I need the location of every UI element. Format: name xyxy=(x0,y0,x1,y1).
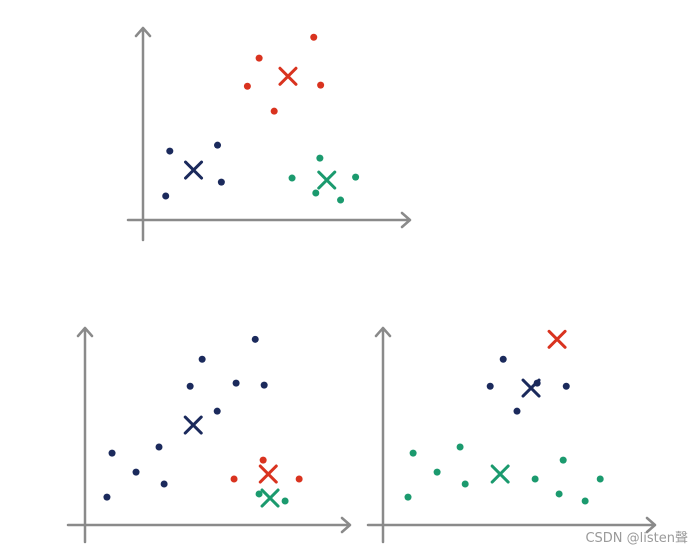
data-point xyxy=(103,493,111,501)
data-point xyxy=(160,480,168,488)
data-point xyxy=(230,475,238,483)
data-point xyxy=(409,449,417,457)
data-point xyxy=(198,355,206,363)
data-point xyxy=(232,379,240,387)
data-point xyxy=(255,490,263,498)
watermark: CSDN @listen聲 xyxy=(585,530,688,546)
data-point xyxy=(213,407,221,415)
data-point xyxy=(310,33,318,41)
centroid-marker xyxy=(184,160,204,180)
data-point xyxy=(499,355,507,363)
data-point xyxy=(243,82,251,90)
axes-1 xyxy=(126,26,412,242)
y-axis xyxy=(374,326,392,544)
y-axis xyxy=(134,26,152,242)
data-point xyxy=(214,141,222,149)
data-point xyxy=(337,196,345,204)
data-point xyxy=(461,480,469,488)
centroid-marker xyxy=(547,329,567,349)
data-point xyxy=(162,192,170,200)
centroid-marker xyxy=(258,464,278,484)
data-point xyxy=(531,475,539,483)
data-point xyxy=(312,189,320,197)
data-point xyxy=(166,147,174,155)
data-point xyxy=(352,173,360,181)
centroid-marker xyxy=(278,66,298,86)
centroid-marker xyxy=(490,464,510,484)
data-point xyxy=(562,382,570,390)
data-point xyxy=(288,174,296,182)
data-point xyxy=(513,407,521,415)
data-point xyxy=(217,178,225,186)
centroid-marker xyxy=(317,170,337,190)
data-point xyxy=(581,497,589,505)
data-point xyxy=(132,468,140,476)
data-point xyxy=(486,382,494,390)
data-point xyxy=(255,54,263,62)
data-point xyxy=(433,468,441,476)
centroid-marker xyxy=(521,378,541,398)
data-point xyxy=(295,475,303,483)
data-point xyxy=(316,154,324,162)
y-axis xyxy=(76,326,94,544)
x-axis xyxy=(66,516,352,534)
data-point xyxy=(270,107,278,115)
data-point xyxy=(108,449,116,457)
axes-3 xyxy=(366,326,657,544)
data-point xyxy=(456,443,464,451)
data-point xyxy=(260,381,268,389)
centroid-marker xyxy=(260,488,280,508)
data-point xyxy=(281,497,289,505)
data-point xyxy=(259,456,267,464)
data-point xyxy=(404,493,412,501)
centroid-marker xyxy=(183,415,203,435)
data-point xyxy=(317,81,325,89)
axes-2 xyxy=(66,326,352,544)
data-point xyxy=(155,443,163,451)
data-point xyxy=(186,382,194,390)
data-point xyxy=(251,335,259,343)
x-axis xyxy=(366,516,657,534)
data-point xyxy=(559,456,567,464)
x-axis xyxy=(126,211,412,229)
data-point xyxy=(555,490,563,498)
data-point xyxy=(596,475,604,483)
